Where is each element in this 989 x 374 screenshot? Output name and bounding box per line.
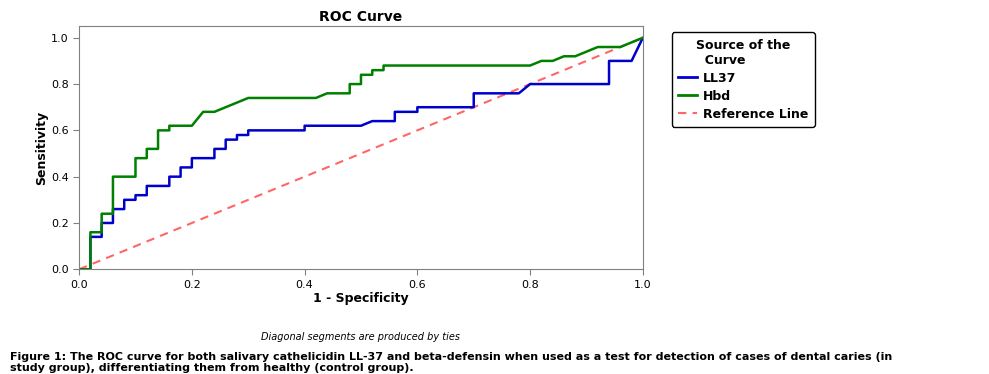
X-axis label: 1 - Specificity: 1 - Specificity: [314, 292, 408, 306]
Legend: LL37, Hbd, Reference Line: LL37, Hbd, Reference Line: [672, 33, 815, 127]
Y-axis label: Sensitivity: Sensitivity: [36, 111, 48, 185]
Text: Diagonal segments are produced by ties: Diagonal segments are produced by ties: [261, 332, 461, 341]
Title: ROC Curve: ROC Curve: [319, 10, 403, 24]
Text: Figure 1: The ROC curve for both salivary cathelicidin LL-37 and beta-defensin w: Figure 1: The ROC curve for both salivar…: [10, 352, 892, 373]
